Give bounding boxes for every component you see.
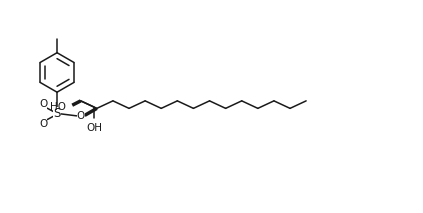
Text: O: O [77,111,85,121]
Text: S: S [53,107,61,120]
Text: OH: OH [87,123,103,133]
Text: O: O [39,99,47,109]
Text: O: O [39,119,47,129]
Text: HO: HO [50,102,66,112]
